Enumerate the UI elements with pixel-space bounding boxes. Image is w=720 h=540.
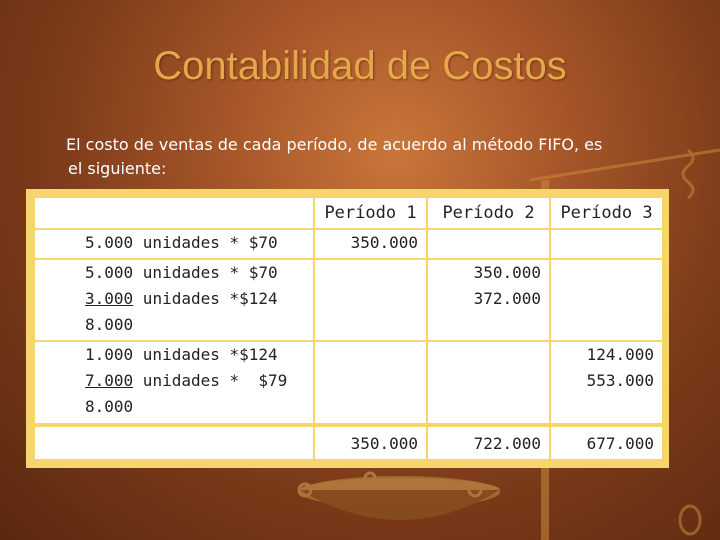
total-periodo-1: 350.000 — [313, 423, 428, 461]
cell-periodo-3 — [549, 258, 664, 342]
intro-line-1: El costo de ventas de cada período, de a… — [66, 135, 603, 154]
cell-periodo-2 — [426, 228, 551, 260]
cell-periodo-1: 350.000 — [313, 228, 428, 260]
table-row: 5.000 unidades * $70 350.000 — [33, 228, 664, 260]
totals-label-empty — [33, 423, 315, 461]
row-label: 1.000 unidades *$124 7.000 unidades * $7… — [33, 340, 315, 426]
cell-periodo-2 — [426, 340, 551, 426]
row-label: 5.000 unidades * $70 3.000 unidades *$12… — [33, 258, 315, 342]
cell-periodo-1 — [313, 340, 428, 426]
intro-line-2: el siguiente: — [68, 159, 167, 178]
page-title: Contabilidad de Costos — [153, 44, 567, 88]
header-periodo-2: Período 2 — [426, 196, 551, 230]
cell-periodo-3: 124.000 553.000 — [549, 340, 664, 426]
fifo-cost-table: Período 1 Período 2 Período 3 5.000 unid… — [26, 189, 669, 468]
table-row: 5.000 unidades * $70 3.000 unidades *$12… — [33, 258, 664, 342]
header-cell-empty — [33, 196, 315, 230]
row-label: 5.000 unidades * $70 — [33, 228, 315, 260]
cell-periodo-3 — [549, 228, 664, 260]
intro-text: El costo de ventas de cada período, de a… — [66, 133, 676, 181]
cell-periodo-2: 350.000 372.000 — [426, 258, 551, 342]
table-header-row: Período 1 Período 2 Período 3 — [33, 196, 664, 230]
total-periodo-3: 677.000 — [549, 423, 664, 461]
header-periodo-1: Período 1 — [313, 196, 428, 230]
total-periodo-2: 722.000 — [426, 423, 551, 461]
header-periodo-3: Período 3 — [549, 196, 664, 230]
table-row: 1.000 unidades *$124 7.000 unidades * $7… — [33, 340, 664, 426]
cost-table: Período 1 Período 2 Período 3 5.000 unid… — [33, 196, 664, 461]
totals-row: 350.000 722.000 677.000 — [33, 423, 664, 461]
cell-periodo-1 — [313, 258, 428, 342]
